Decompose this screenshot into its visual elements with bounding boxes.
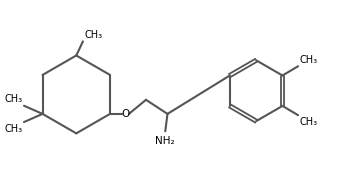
Text: CH₃: CH₃ bbox=[5, 94, 23, 104]
Text: O: O bbox=[121, 109, 130, 119]
Text: CH₃: CH₃ bbox=[5, 124, 23, 133]
Text: CH₃: CH₃ bbox=[300, 117, 318, 127]
Text: CH₃: CH₃ bbox=[85, 30, 102, 40]
Text: NH₂: NH₂ bbox=[155, 136, 175, 146]
Text: CH₃: CH₃ bbox=[300, 55, 318, 65]
